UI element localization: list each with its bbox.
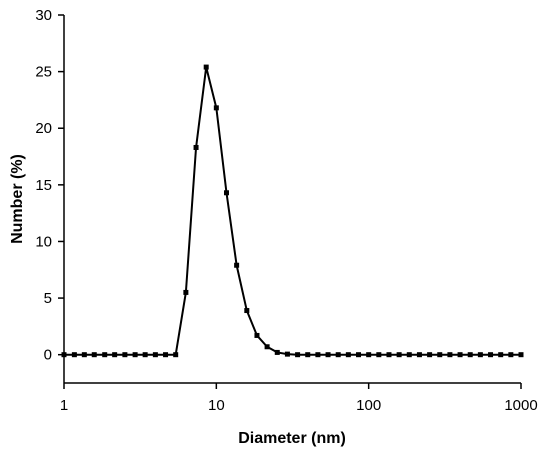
marker: [376, 352, 382, 358]
marker: [244, 308, 250, 314]
line: [64, 66, 521, 356]
marker: [356, 352, 362, 358]
y-tick-label: 15: [35, 177, 52, 194]
marker: [437, 352, 443, 358]
marker: [132, 352, 138, 358]
marker: [91, 352, 97, 358]
marker: [498, 352, 504, 358]
marker: [274, 349, 280, 355]
y-tick-label: 5: [44, 290, 52, 307]
marker: [467, 352, 473, 358]
marker: [223, 190, 229, 196]
x-tick-label: 100: [356, 397, 381, 414]
marker: [173, 352, 179, 358]
marker: [295, 352, 301, 358]
marker: [366, 352, 372, 358]
marker: [102, 352, 108, 358]
marker: [81, 352, 87, 358]
marker: [254, 332, 260, 338]
marker: [305, 352, 311, 358]
y-tick-label: 20: [35, 120, 52, 137]
marker: [193, 144, 199, 150]
marker: [315, 352, 321, 358]
x-tick-label: 1000: [504, 397, 537, 414]
marker: [386, 352, 392, 358]
marker: [488, 352, 494, 358]
marker: [416, 352, 422, 358]
marker: [163, 352, 169, 358]
marker: [71, 352, 77, 358]
marker: [447, 352, 453, 358]
x-tick-label: 1: [60, 397, 68, 414]
marker: [183, 289, 189, 295]
marker: [345, 352, 351, 358]
marker: [112, 352, 118, 358]
y-tick-label: 10: [35, 233, 52, 250]
marker: [284, 351, 290, 357]
marker: [234, 262, 240, 268]
marker: [335, 352, 341, 358]
marker: [264, 344, 270, 350]
marker: [152, 352, 158, 358]
marker: [457, 352, 463, 358]
marker: [396, 352, 402, 358]
marker: [427, 352, 433, 358]
y-tick-label: 25: [35, 64, 52, 81]
marker: [122, 352, 128, 358]
x-tick-label: 10: [208, 397, 225, 414]
marker: [406, 352, 412, 358]
marker: [61, 352, 67, 358]
marker: [142, 352, 148, 358]
y-axis-title: Number (%): [9, 154, 26, 244]
marker: [518, 352, 524, 358]
marker: [477, 352, 483, 358]
x-axis-title: Diameter (nm): [238, 430, 346, 447]
marker: [203, 64, 209, 70]
marker: [213, 105, 219, 111]
marker: [508, 352, 514, 358]
marker: [325, 352, 331, 358]
y-tick-label: 30: [35, 7, 52, 24]
y-tick-label: 0: [44, 347, 52, 364]
